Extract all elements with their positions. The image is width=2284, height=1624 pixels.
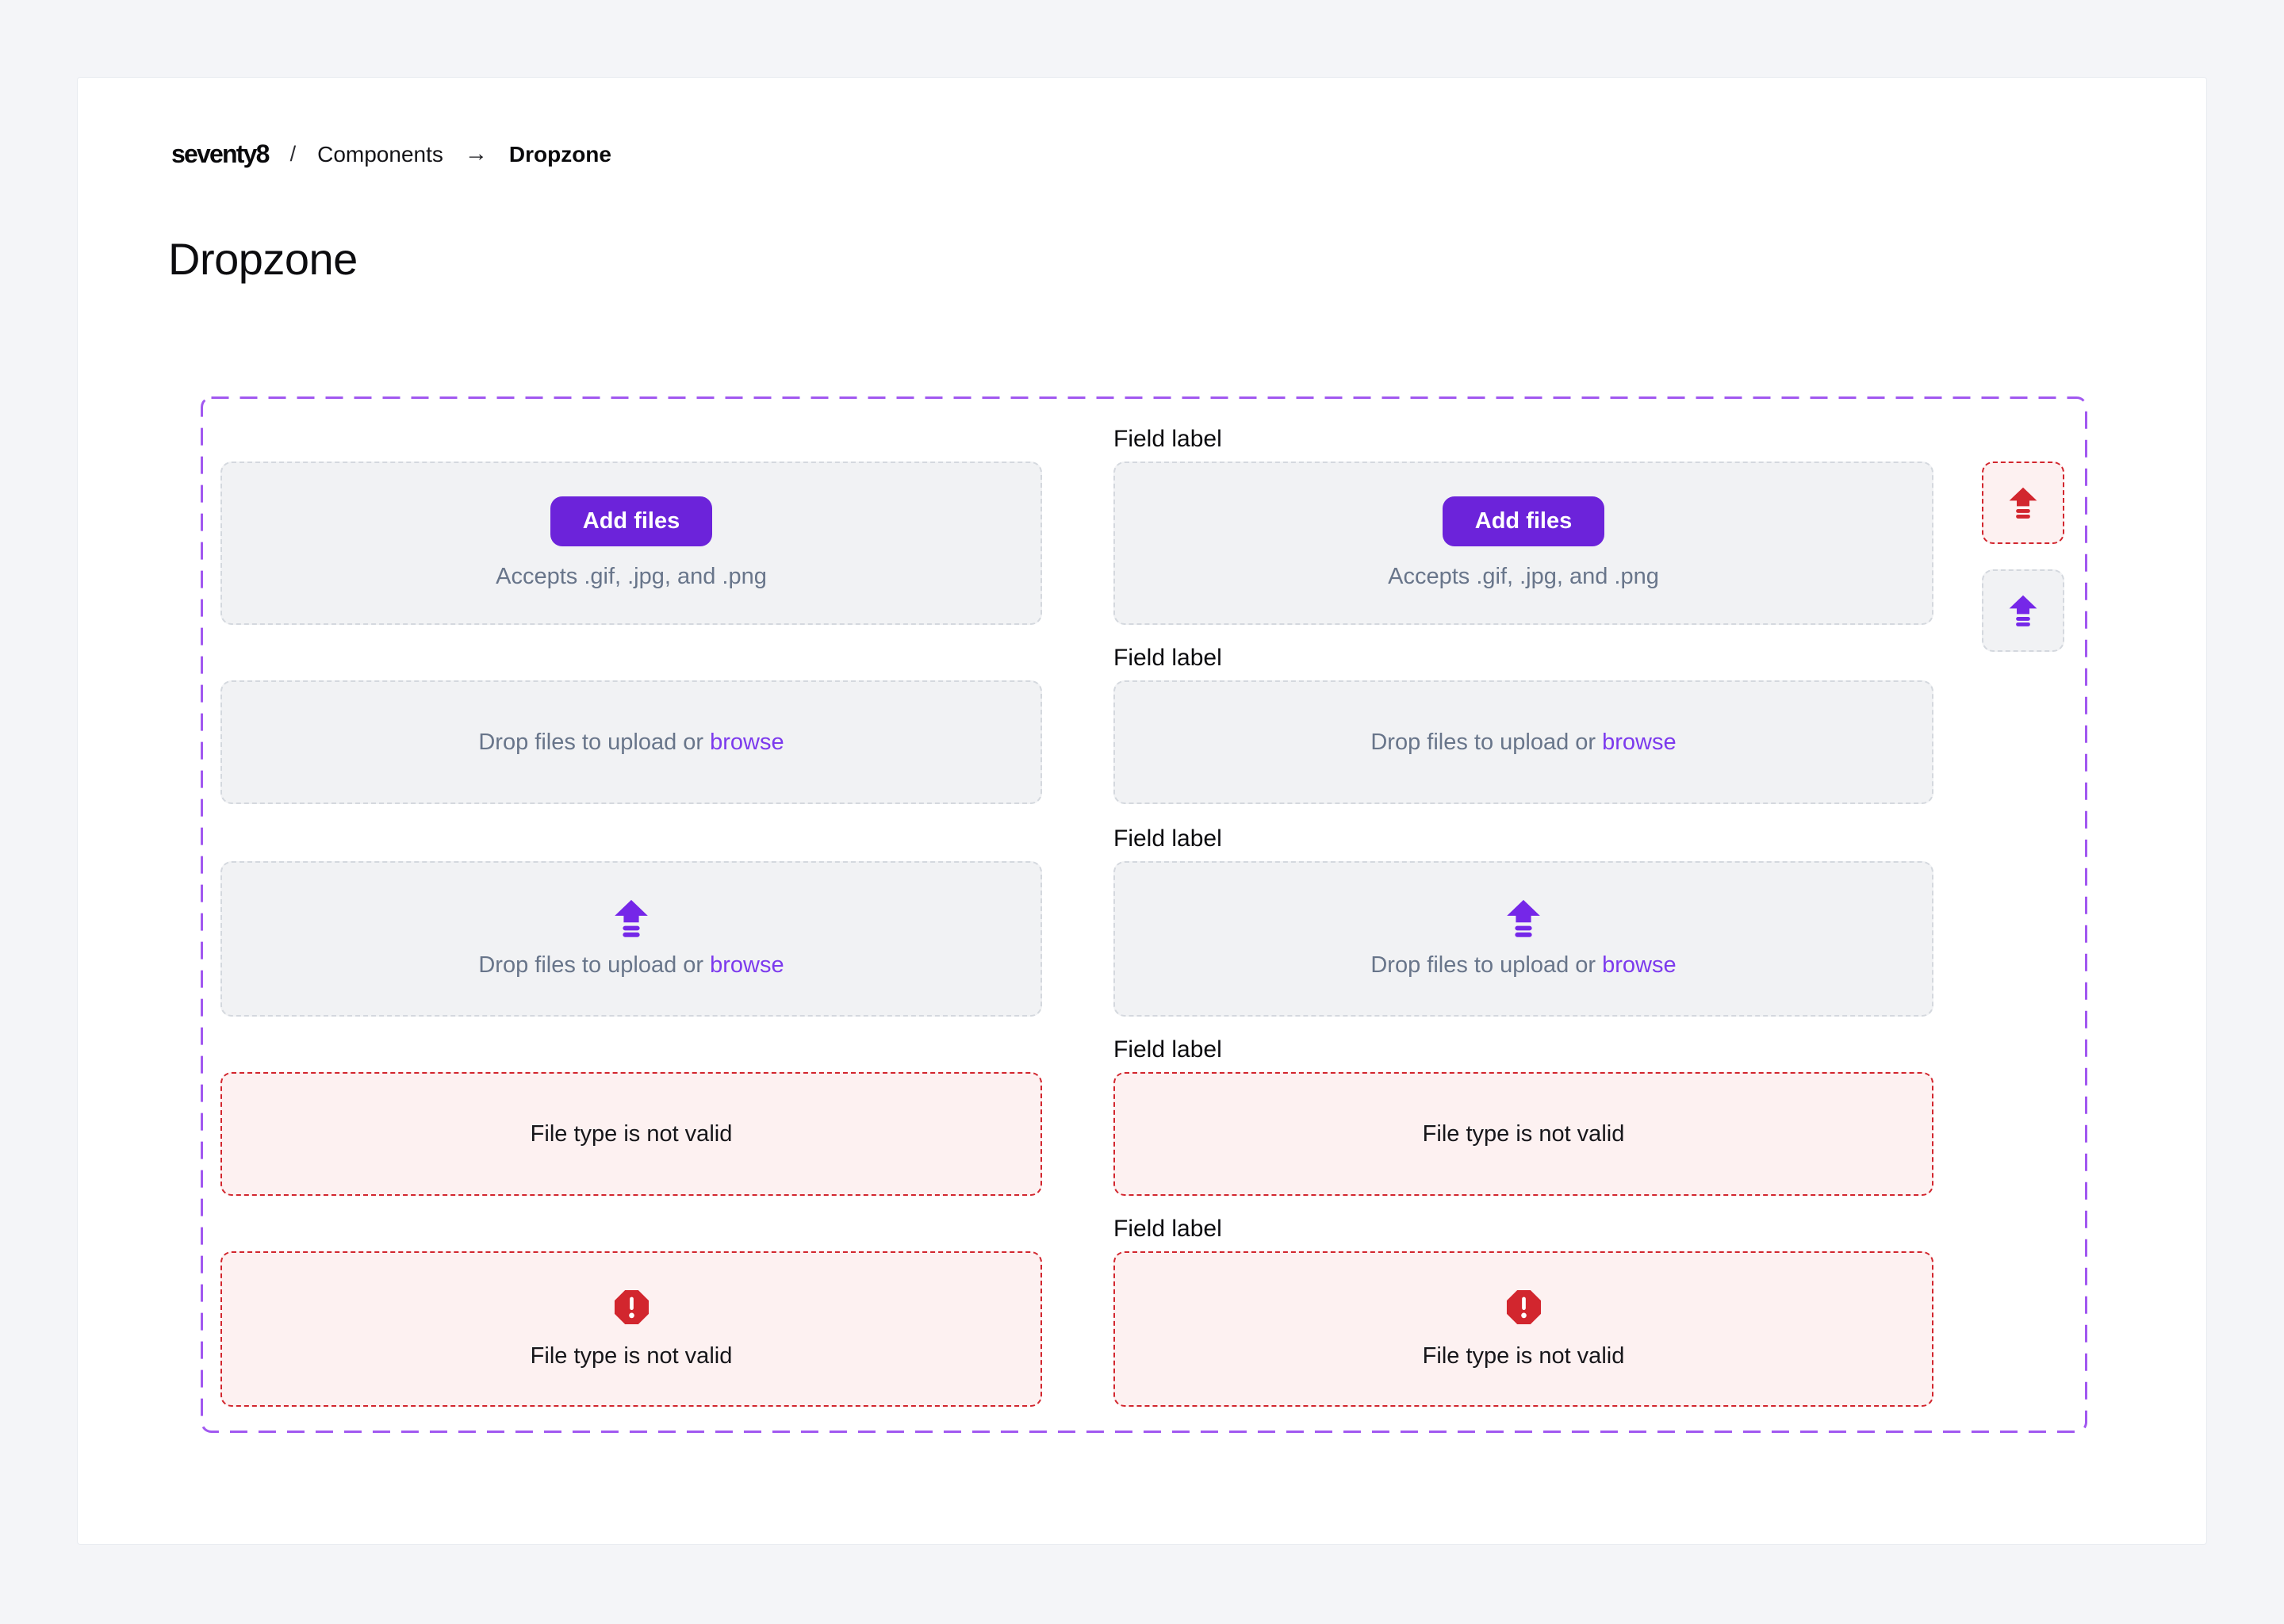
add-files-button[interactable]: Add files (1442, 496, 1605, 546)
browse-link[interactable]: browse (710, 952, 784, 978)
accepts-text: Accepts .gif, .jpg, and .png (1388, 563, 1659, 589)
error-text: File type is not valid (530, 1343, 733, 1369)
upload-arrow-icon (2009, 487, 2037, 519)
upload-arrow-icon (615, 899, 648, 937)
drop-text: Drop files to upload or browse (1370, 952, 1676, 979)
upload-arrow-icon (1507, 899, 1540, 937)
component-preview-frame: Add files Accepts .gif, .jpg, and .png D… (201, 396, 2087, 1433)
field-label: Field label (1113, 1036, 1222, 1063)
error-text: File type is not valid (530, 1120, 733, 1147)
dropzone-error-with-icon[interactable]: File type is not valid (220, 1251, 1042, 1407)
dropzone-default[interactable]: Add files Accepts .gif, .jpg, and .png (220, 462, 1042, 625)
upload-arrow-icon (2009, 595, 2037, 626)
stop-error-icon (614, 1289, 649, 1325)
dropzone-error[interactable]: File type is not valid (220, 1072, 1042, 1196)
field-label: Field label (1113, 645, 1222, 671)
page-title: Dropzone (168, 234, 358, 284)
dropzone-labeled-error[interactable]: File type is not valid (1113, 1072, 1933, 1196)
breadcrumb-item-current: Dropzone (508, 141, 611, 167)
mini-dropzone-error[interactable] (1982, 462, 2064, 544)
mini-dropzone-default[interactable] (1982, 569, 2064, 652)
dropzone-labeled-error-with-icon[interactable]: File type is not valid (1113, 1251, 1933, 1407)
field-label: Field label (1113, 1216, 1222, 1242)
add-files-button[interactable]: Add files (550, 496, 713, 546)
drop-text-prefix: Drop files to upload or (478, 729, 711, 755)
error-text: File type is not valid (1422, 1343, 1625, 1369)
drop-text-prefix: Drop files to upload or (478, 952, 711, 978)
drop-text-prefix: Drop files to upload or (1370, 729, 1603, 755)
breadcrumb: seventy8 / Components → Dropzone (171, 140, 611, 169)
brand-logo[interactable]: seventy8 (171, 140, 270, 168)
browse-link[interactable]: browse (1602, 729, 1677, 755)
browse-link[interactable]: browse (1602, 952, 1677, 978)
browse-link[interactable]: browse (710, 729, 784, 755)
breadcrumb-arrow-icon: → (464, 141, 488, 167)
dropzone-labeled-with-icon[interactable]: Drop files to upload or browse (1113, 861, 1933, 1017)
drop-text: Drop files to upload or browse (478, 952, 784, 979)
breadcrumb-item-components[interactable]: Components (317, 141, 443, 167)
dropzone-labeled-drop-text[interactable]: Drop files to upload or browse (1113, 680, 1933, 804)
dropzone-with-icon[interactable]: Drop files to upload or browse (220, 861, 1042, 1017)
field-label: Field label (1113, 825, 1222, 852)
drop-text: Drop files to upload or browse (478, 729, 784, 756)
drop-text-prefix: Drop files to upload or (1370, 952, 1603, 978)
dropzone-labeled-default[interactable]: Add files Accepts .gif, .jpg, and .png (1113, 462, 1933, 625)
error-text: File type is not valid (1422, 1120, 1625, 1147)
breadcrumb-separator: / (289, 142, 297, 166)
dropzone-drop-text[interactable]: Drop files to upload or browse (220, 680, 1042, 804)
accepts-text: Accepts .gif, .jpg, and .png (496, 563, 767, 589)
drop-text: Drop files to upload or browse (1370, 729, 1676, 756)
stop-error-icon (1506, 1289, 1541, 1325)
content-card: seventy8 / Components → Dropzone Dropzon… (77, 77, 2207, 1545)
field-label: Field label (1113, 426, 1222, 452)
